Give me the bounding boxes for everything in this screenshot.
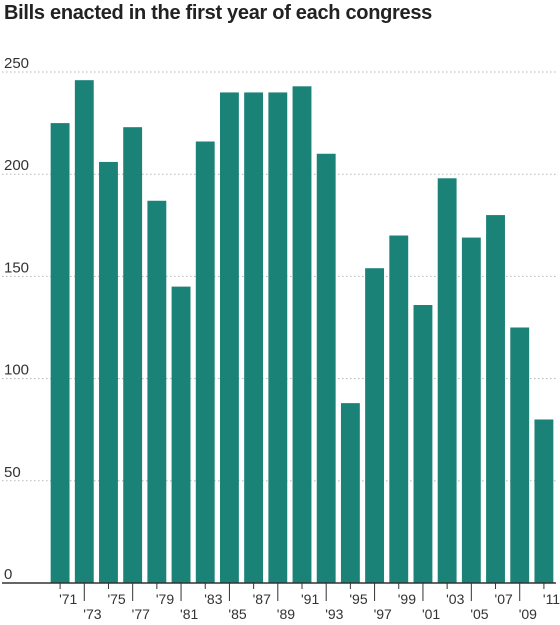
chart-title: Bills enacted in the first year of each … — [4, 2, 432, 24]
bar-05 — [461, 237, 481, 583]
bar-73 — [74, 80, 94, 584]
y-tick-label: 50 — [4, 464, 21, 481]
x-tick-label: '85 — [228, 606, 246, 622]
bar-87 — [244, 92, 264, 583]
y-tick-label: 150 — [4, 259, 29, 276]
x-tick-label: '83 — [204, 591, 222, 607]
y-tick-label: 250 — [4, 55, 29, 72]
bar-89 — [268, 92, 288, 583]
x-tick-label: '71 — [59, 591, 77, 607]
x-tick-label: '09 — [519, 606, 537, 622]
x-axis-ticks: '71 '73 '75 '77 '79 '81 '83 '85 '87 '89 '91 '93 '95 '… — [59, 583, 560, 622]
bar-93 — [316, 153, 336, 583]
x-tick-label: '89 — [277, 606, 295, 622]
y-tick-label: 100 — [4, 362, 29, 379]
bar-11 — [534, 419, 554, 583]
x-tick-label: '77 — [132, 606, 150, 622]
bar-07 — [486, 215, 505, 583]
x-tick-label: '75 — [107, 591, 125, 607]
bar-99 — [389, 235, 409, 583]
bar-91 — [292, 86, 312, 583]
x-tick-label: '99 — [398, 591, 416, 607]
x-tick-label: '97 — [374, 606, 392, 622]
x-tick-label: '87 — [253, 591, 271, 607]
y-axis-ticks: 0 50 100 150 200 250 — [4, 55, 29, 583]
bar-85 — [219, 92, 239, 583]
bar-71 — [50, 123, 70, 583]
bar-81 — [171, 286, 191, 583]
x-tick-label: '07 — [495, 591, 513, 607]
x-tick-label: '79 — [156, 591, 174, 607]
x-tick-label: '93 — [325, 606, 343, 622]
x-tick-label: '01 — [422, 606, 440, 622]
bar-95 — [340, 403, 360, 583]
bar-03 — [437, 178, 457, 584]
bar-97 — [365, 268, 385, 583]
x-tick-label: '95 — [349, 591, 367, 607]
bar-83 — [195, 141, 215, 583]
x-tick-label: '05 — [470, 606, 488, 622]
bar-79 — [147, 200, 167, 583]
x-tick-label: '11 — [543, 591, 560, 607]
x-tick-label: '81 — [180, 606, 198, 622]
x-tick-label: '91 — [301, 591, 319, 607]
x-tick-label: '73 — [83, 606, 101, 622]
y-tick-label: 0 — [4, 566, 12, 583]
bar-75 — [99, 161, 118, 583]
bars — [50, 80, 554, 584]
bar-09 — [510, 327, 530, 583]
y-tick-label: 200 — [4, 157, 29, 174]
bar-77 — [123, 127, 143, 583]
x-tick-label: '03 — [446, 591, 464, 607]
bar-01 — [413, 305, 433, 583]
